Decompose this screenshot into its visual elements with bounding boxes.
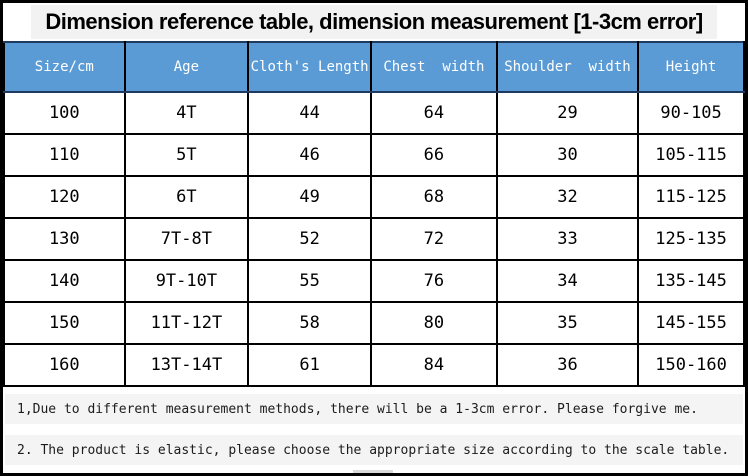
table-cell: 110 [3,133,126,177]
table-cell: 66 [370,133,498,177]
table-cell: 80 [370,301,498,345]
size-table: Size/cm Age Cloth's Length Chest width Shoul… [3,41,745,387]
table-cell: 105-115 [637,133,745,177]
title-row: Dimension reference table, dimension mea… [3,3,745,41]
table-cell: 29 [495,91,640,135]
table-cell: 140 [3,259,126,303]
table-cell: 100 [3,91,126,135]
table-cell: 76 [370,259,498,303]
table-cell: 11T-12T [123,301,250,345]
table-cell: 72 [370,217,498,261]
table-cell: 6T [123,175,250,219]
table-cell: 55 [247,259,373,303]
table-cell: 36 [495,343,640,387]
note-elastic-sizing: 2. The product is elastic, please choose… [5,435,743,465]
notes-section: 1,Due to different measurement methods, … [3,387,745,465]
table-body: 100 4T 44 64 29 90-105 110 5T 46 66 30 105-115 120 6T… [3,91,745,387]
table-cell: 49 [247,175,373,219]
header-row: Size/cm Age Cloth's Length Chest width Shoul… [3,41,745,93]
table-cell: 61 [247,343,373,387]
header-cell: Chest width [370,41,498,93]
table-cell: 160 [3,343,126,387]
table-cell: 35 [495,301,640,345]
table-row: 150 11T-12T 58 80 35 145-155 [3,301,745,345]
bottom-notch [353,470,393,473]
header-cell: Cloth's Length [247,41,373,93]
table-cell: 64 [370,91,498,135]
table-cell: 9T-10T [123,259,250,303]
table-cell: 32 [495,175,640,219]
table-cell: 34 [495,259,640,303]
header-cell: Age [123,41,250,93]
header-cell: Shoulder width [495,41,640,93]
table-cell: 150 [3,301,126,345]
table-cell: 120 [3,175,126,219]
table-cell: 52 [247,217,373,261]
table-row: 130 7T-8T 52 72 33 125-135 [3,217,745,261]
table-cell: 5T [123,133,250,177]
table-row: 120 6T 49 68 32 115-125 [3,175,745,219]
table-cell: 44 [247,91,373,135]
note-measurement-error: 1,Due to different measurement methods, … [5,394,743,424]
header-cell: Size/cm [3,41,126,93]
table-cell: 84 [370,343,498,387]
table-cell: 13T-14T [123,343,250,387]
table-cell: 150-160 [637,343,745,387]
table-cell: 115-125 [637,175,745,219]
table-cell: 7T-8T [123,217,250,261]
table-row: 100 4T 44 64 29 90-105 [3,91,745,135]
table-cell: 125-135 [637,217,745,261]
table-cell: 46 [247,133,373,177]
table-cell: 58 [247,301,373,345]
table-cell: 33 [495,217,640,261]
table-cell: 130 [3,217,126,261]
table-row: 160 13T-14T 61 84 36 150-160 [3,343,745,387]
header-cell: Height [637,41,745,93]
table-cell: 90-105 [637,91,745,135]
table-cell: 145-155 [637,301,745,345]
table-cell: 4T [123,91,250,135]
table-row: 140 9T-10T 55 76 34 135-145 [3,259,745,303]
table-cell: 135-145 [637,259,745,303]
table-cell: 30 [495,133,640,177]
page-title: Dimension reference table, dimension mea… [31,5,717,39]
table-row: 110 5T 46 66 30 105-115 [3,133,745,177]
table-cell: 68 [370,175,498,219]
